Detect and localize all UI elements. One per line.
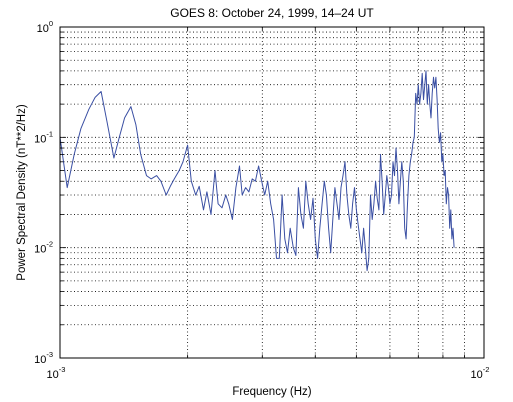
y-tick-label: 10-1 [34,129,53,145]
x-axis-label: Frequency (Hz) [232,386,311,398]
plot-background [60,27,484,358]
grid [60,27,484,358]
y-tick-label: 10-3 [34,350,53,366]
x-tick-labels: 10-3 10-2 [47,365,490,381]
y-tick-label: 10-2 [34,240,53,256]
x-tick-label: 10-3 [47,365,66,381]
series-group [59,70,455,272]
series-line [59,70,455,272]
y-tick-label: 100 [37,19,53,35]
y-axis-label: Power Spectral Density (nT**2/Hz) [16,104,28,281]
ticks [59,27,484,359]
x-tick-label: 10-2 [471,365,490,381]
y-tick-labels: 10-3 10-2 10-1 100 [34,19,53,366]
plot-frame [59,26,485,359]
chart-title: GOES 8: October 24, 1999, 14–24 UT [170,6,374,20]
